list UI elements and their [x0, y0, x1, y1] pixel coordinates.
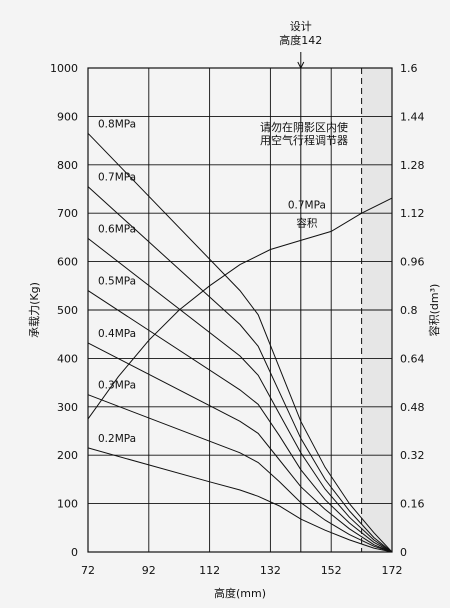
series-label: 0.6MPa: [98, 223, 136, 235]
right-y-axis-label: 容积(dm³): [427, 284, 441, 337]
design-label-line1: 设计: [290, 20, 312, 33]
volume-series-label: 0.7MPa: [288, 199, 326, 211]
right-y-tick-label: 0.64: [400, 352, 425, 365]
right-y-tick-label: 1.44: [400, 110, 425, 123]
left-y-axis-label: 承载力(Kg): [28, 282, 41, 338]
design-label-line2: 高度142: [279, 33, 322, 47]
series-label: 0.8MPa: [98, 118, 136, 130]
right-y-tick-label: 0: [400, 546, 407, 559]
left-y-tick-label: 100: [57, 498, 78, 511]
right-y-tick-label: 1.6: [400, 62, 418, 75]
right-y-tick-label: 0.16: [400, 498, 425, 511]
left-y-tick-label: 900: [57, 110, 78, 123]
tick-labels: 72 92 112 132 152 172 0 100 200 300 400 500 600 700 80…: [50, 62, 425, 577]
series-label: 0.3MPa: [98, 380, 136, 392]
left-y-tick-label: 0: [71, 546, 78, 559]
series-line-1: [87, 186, 393, 553]
series-line-6: [87, 447, 393, 553]
series-line-0: [87, 132, 393, 553]
right-y-tick-label: 1.28: [400, 159, 425, 172]
shade-note-line1: 请勿在阴影区内使: [260, 120, 348, 134]
left-y-tick-label: 200: [57, 449, 78, 462]
series-label: 0.2MPa: [98, 433, 136, 445]
series-label: 0.7MPa: [98, 172, 136, 184]
left-y-tick-label: 1000: [50, 62, 78, 75]
shade-note-line2: 用空气行程调节器: [260, 133, 348, 147]
left-y-tick-label: 400: [57, 352, 78, 365]
x-tick-label: 92: [142, 564, 156, 577]
volume-series-label-line2: 容积: [296, 216, 317, 229]
x-tick-label: 112: [199, 564, 220, 577]
series-label: 0.5MPa: [98, 276, 136, 288]
plot-frame: [87, 67, 393, 553]
x-tick-label: 132: [260, 564, 281, 577]
series-layer: 0.8MPa 0.7MPa 0.6MPa 0.5MPa 0.4MPa 0.3MPa 0.2M…: [87, 118, 393, 553]
left-y-tick-label: 600: [57, 256, 78, 269]
right-y-tick-label: 0.8: [400, 304, 418, 317]
series-line-7: [87, 197, 393, 420]
left-y-tick-label: 300: [57, 401, 78, 414]
right-y-tick-label: 0.96: [400, 256, 425, 269]
right-y-tick-label: 0.48: [400, 401, 425, 414]
right-y-tick-label: 1.12: [400, 207, 425, 220]
series-line-5: [87, 394, 393, 553]
x-axis-label: 高度(mm): [214, 586, 266, 600]
x-tick-label: 172: [382, 564, 403, 577]
left-y-tick-label: 800: [57, 159, 78, 172]
series-label: 0.4MPa: [98, 328, 136, 340]
right-y-tick-label: 0.32: [400, 449, 425, 462]
x-tick-label: 72: [81, 564, 95, 577]
grid: [88, 68, 392, 552]
x-tick-label: 152: [321, 564, 342, 577]
left-y-tick-label: 500: [57, 304, 78, 317]
left-y-tick-label: 700: [57, 207, 78, 220]
